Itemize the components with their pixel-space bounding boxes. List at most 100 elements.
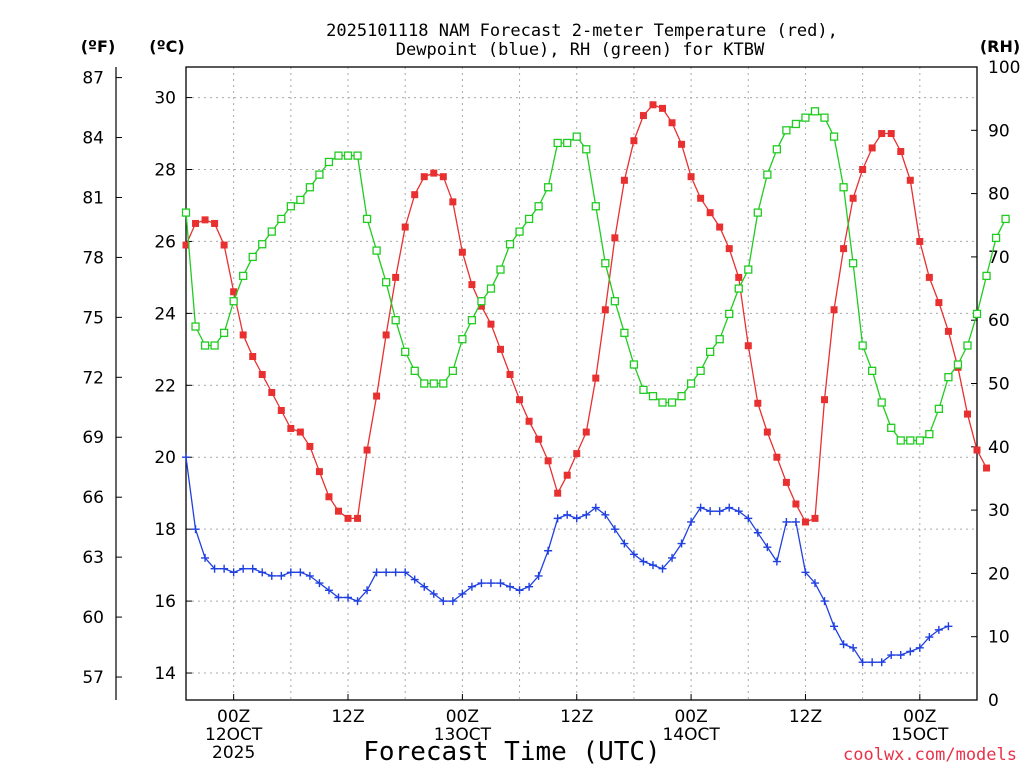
series-rh — [181, 107, 1010, 445]
temperature-point — [601, 306, 609, 314]
temperature-point — [287, 424, 295, 432]
rh-point — [620, 328, 629, 338]
fahrenheit-tick-label: 60 — [82, 608, 104, 628]
rh-point — [810, 107, 820, 116]
dewpoint-point — [382, 568, 391, 577]
time-tick-label: 00Z — [903, 707, 936, 727]
rh-point — [782, 126, 791, 135]
fahrenheit-tick-label: 81 — [82, 188, 104, 208]
temperature-point — [754, 399, 762, 407]
dewpoint-point — [286, 568, 295, 577]
rh-point — [896, 436, 905, 445]
temperature-point — [849, 194, 857, 202]
fahrenheit-tick-label: 66 — [82, 488, 104, 508]
dewpoint-point — [791, 517, 800, 526]
temperature-point — [811, 514, 819, 522]
fahrenheit-tick-label: 84 — [82, 129, 104, 149]
temperature-point — [963, 410, 971, 418]
temperature-point — [944, 327, 952, 335]
dewpoint-point — [506, 582, 515, 591]
chart-title-line-1: 2025101118 NAM Forecast 2-meter Temperat… — [326, 21, 838, 41]
dewpoint-point — [239, 564, 248, 573]
rh-tick-label: 60 — [988, 311, 1010, 331]
temperature-point — [220, 241, 228, 249]
dewpoint-point — [391, 568, 400, 577]
fahrenheit-tick-label: 72 — [82, 368, 104, 388]
dewpoint-point — [706, 507, 715, 516]
rh-point — [915, 436, 924, 445]
temperature-point — [449, 198, 457, 206]
temperature-point — [192, 219, 200, 227]
rh-point — [801, 113, 810, 122]
dewpoint-point — [210, 564, 219, 573]
dewpoint-point — [277, 571, 286, 580]
rh-point — [877, 398, 886, 407]
time-tick-label: 00Z — [674, 707, 707, 727]
rh-point — [848, 259, 858, 268]
celsius-unit-label: (ºC) — [149, 37, 184, 56]
dewpoint-point — [496, 579, 505, 588]
rh-point — [505, 240, 515, 249]
temperature-point — [249, 353, 257, 361]
celsius-tick-label: 26 — [154, 232, 176, 252]
rh-point — [763, 170, 772, 179]
temperature-point — [382, 331, 390, 339]
dewpoint-point — [753, 528, 762, 537]
temperature-point — [334, 507, 342, 515]
rh-point — [572, 132, 581, 141]
dewpoint-point — [363, 586, 372, 595]
rh-point — [610, 297, 620, 306]
dewpoint-point — [887, 651, 896, 660]
time-tick-label: 12Z — [789, 707, 822, 727]
rh-point — [582, 145, 591, 154]
temperature-point — [830, 306, 838, 314]
temperature-point — [973, 446, 981, 454]
dewpoint-point — [906, 647, 915, 656]
rh-tick-label: 90 — [988, 121, 1010, 141]
rh-point — [677, 392, 686, 401]
temperature-point — [668, 119, 676, 127]
dewpoint-point — [820, 597, 829, 606]
dewpoint-point — [582, 510, 591, 519]
dewpoint-point — [877, 658, 886, 667]
dewpoint-point — [810, 579, 819, 588]
dewpoint-point — [668, 553, 677, 562]
credit-text: coolwx.com/models — [843, 745, 1017, 765]
dewpoint-point — [896, 651, 905, 660]
dewpoint-point — [591, 503, 600, 512]
rh-point — [381, 278, 391, 287]
temperature-point — [925, 273, 933, 281]
dewpoint-point — [182, 453, 190, 462]
dewpoint-point — [191, 525, 200, 534]
fahrenheit-tick-label: 57 — [82, 668, 104, 688]
temperature-point — [411, 191, 419, 199]
dewpoint-point — [868, 658, 877, 667]
celsius-tick-label: 16 — [154, 592, 176, 612]
dewpoint-point — [734, 507, 743, 516]
dewpoint-point — [620, 539, 629, 548]
dewpoint-point — [934, 625, 943, 634]
rh-point — [629, 360, 639, 369]
temperature-point — [887, 130, 895, 138]
dewpoint-point — [696, 503, 705, 512]
dewpoint-point — [515, 586, 524, 595]
temperature-point — [763, 428, 771, 436]
rh-point — [210, 341, 219, 350]
dewpoint-point — [439, 597, 448, 606]
rh-point — [410, 366, 419, 375]
fahrenheit-tick-label: 69 — [82, 428, 104, 448]
dewpoint-point — [572, 514, 581, 523]
dewpoint-point — [725, 503, 734, 512]
temperature-point — [325, 493, 333, 501]
rh-point — [248, 252, 257, 262]
dewpoint-point — [744, 514, 753, 523]
rh-point — [277, 214, 286, 224]
time-tick-label: 2025 — [212, 743, 255, 763]
x-axis-title: Forecast Time (UTC) — [363, 737, 660, 767]
temperature-point — [697, 194, 705, 202]
temperature-point — [477, 302, 485, 310]
temperature-point — [801, 518, 809, 526]
rh-point — [820, 113, 829, 122]
temperature-point — [373, 392, 381, 400]
time-tick-label: 15OCT — [891, 725, 949, 745]
